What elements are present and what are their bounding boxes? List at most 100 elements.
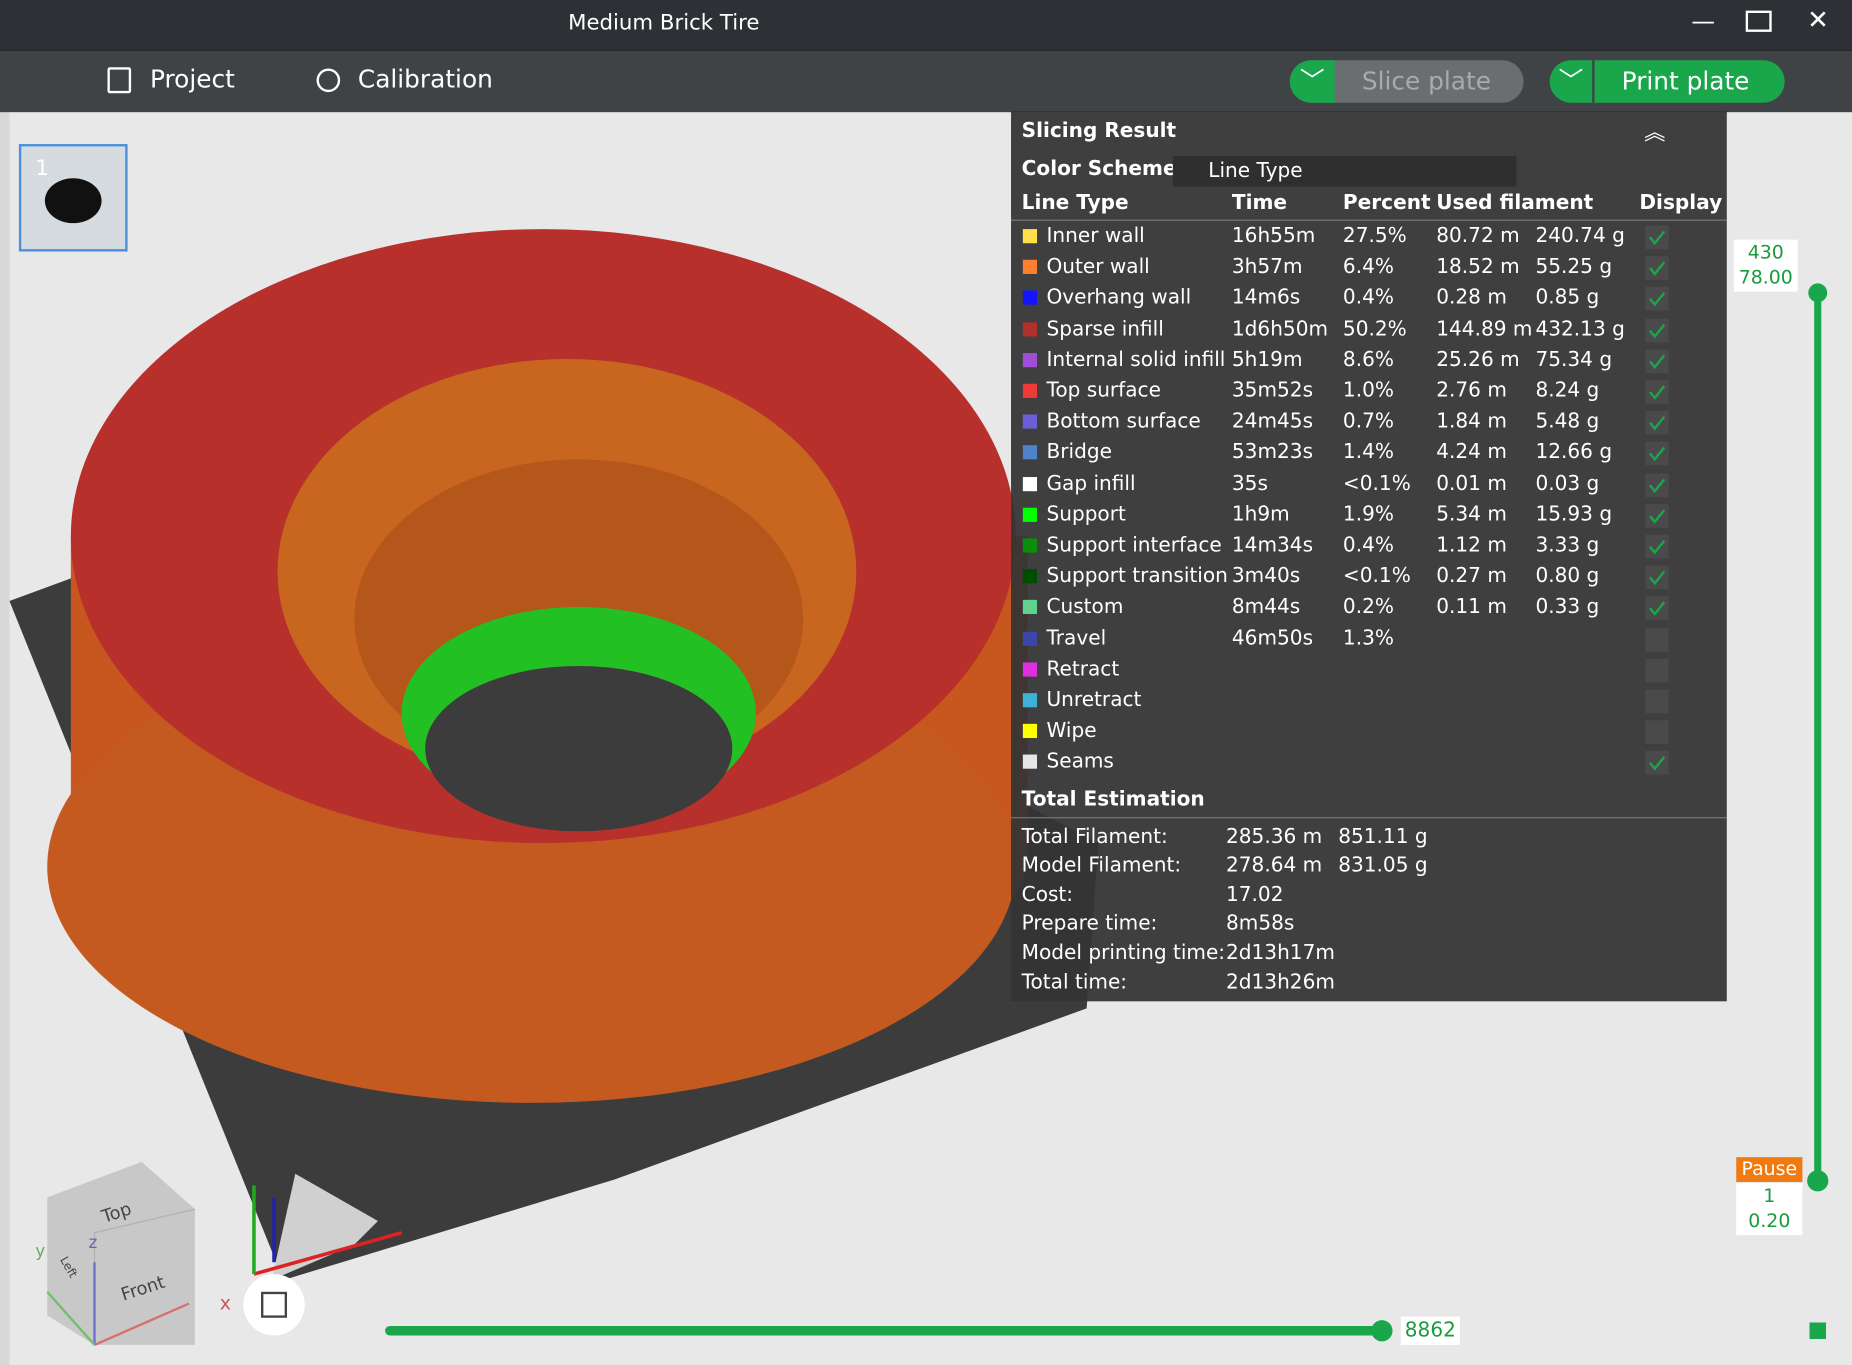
display-checkbox[interactable] (1645, 411, 1669, 435)
calibration-tab[interactable]: Calibration (357, 64, 493, 94)
checkmark (1649, 601, 1666, 617)
move-slider-handle[interactable] (1371, 1320, 1393, 1342)
color-swatch (1022, 569, 1038, 584)
column-header: Used filament (1436, 191, 1594, 215)
line-type-name: Support interface (1046, 533, 1222, 558)
column-header: Percent (1342, 191, 1431, 215)
row-weight: 5.48 g (1535, 409, 1600, 434)
bottom-layer-number: 1 (1763, 1184, 1776, 1207)
line-type-name: Seams (1046, 750, 1114, 774)
display-checkbox[interactable] (1645, 565, 1669, 590)
color-swatch (1022, 600, 1038, 615)
print-plate-button[interactable]: ﹀ Print plate (1549, 60, 1785, 103)
checkmark (1649, 756, 1666, 772)
row-weight: 8.24 g (1535, 379, 1600, 403)
view-reset-icon (261, 1291, 288, 1318)
row-weight: 0.80 g (1535, 564, 1600, 589)
row-time: 46m50s (1231, 626, 1314, 651)
layer-slider-bottom-handle[interactable] (1807, 1170, 1829, 1192)
line-type-name: Custom (1046, 595, 1124, 620)
row-percent: <0.1% (1342, 471, 1411, 496)
display-checkbox[interactable] (1645, 473, 1669, 497)
total-value: 2d13h17m (1226, 941, 1335, 965)
display-checkbox[interactable] (1645, 225, 1669, 250)
display-checkbox[interactable] (1645, 627, 1669, 652)
line-type-name: Bottom surface (1046, 409, 1201, 434)
row-percent: 8.6% (1342, 348, 1394, 372)
display-checkbox[interactable] (1645, 380, 1669, 404)
pause-label[interactable]: Pause (1736, 1157, 1803, 1182)
row-weight: 75.34 g (1535, 348, 1613, 372)
row-weight: 15.93 g (1535, 502, 1613, 527)
line-type-name: Overhang wall (1046, 286, 1192, 310)
total-value: 851.11 g (1338, 824, 1428, 849)
checkmark (1649, 509, 1666, 524)
row-length: 1.12 m (1436, 533, 1507, 558)
display-checkbox[interactable] (1645, 442, 1669, 466)
display-checkbox[interactable] (1645, 287, 1669, 312)
row-weight: 432.13 g (1535, 317, 1625, 341)
project-icon (107, 67, 132, 94)
cube-label-z: z (88, 1233, 98, 1253)
total-value: 831.05 g (1338, 853, 1428, 878)
row-percent: 1.9% (1342, 502, 1394, 527)
slice-plate-button[interactable]: ﹀ Slice plate (1289, 60, 1524, 103)
slice-dropdown[interactable]: ﹀ (1289, 60, 1335, 103)
print-dropdown[interactable]: ﹀ (1550, 60, 1595, 103)
line-type-name: Unretract (1046, 688, 1142, 713)
checkmark (1649, 292, 1666, 307)
minimize-button[interactable]: — (1691, 7, 1715, 36)
total-value: 17.02 (1226, 882, 1284, 907)
checkmark-stroke (1649, 540, 1666, 555)
close-button[interactable]: ✕ (1807, 5, 1829, 36)
project-tab[interactable]: Project (150, 64, 235, 94)
plate-thumbnail[interactable]: 1 (18, 144, 128, 252)
row-length: 5.34 m (1436, 502, 1507, 527)
checkmark (1649, 478, 1666, 493)
checkmark (1649, 261, 1666, 277)
display-checkbox[interactable] (1645, 349, 1669, 373)
restore-button[interactable] (1745, 10, 1772, 32)
row-weight: 12.66 g (1535, 440, 1613, 465)
display-checkbox[interactable] (1645, 256, 1669, 281)
move-slider-label: 8862 (1400, 1316, 1460, 1345)
total-label: Cost: (1021, 882, 1074, 907)
collapse-button[interactable]: ︽ (1644, 120, 1666, 146)
layers-icon[interactable] (1809, 1322, 1827, 1340)
row-time: 5h19m (1231, 348, 1303, 372)
total-label: Model Filament: (1021, 853, 1182, 878)
column-header: Time (1231, 191, 1288, 215)
view-reset-button[interactable] (243, 1274, 305, 1336)
display-checkbox[interactable] (1645, 534, 1669, 559)
color-scheme-dropdown[interactable]: Line Type (1172, 155, 1517, 187)
display-checkbox[interactable] (1645, 318, 1669, 342)
total-estimation-title: Total Estimation (1021, 787, 1205, 811)
checkmark (1649, 385, 1666, 400)
row-percent: 0.4% (1342, 286, 1394, 310)
slicing-result-panel: Slicing Result ︽ Color Scheme Line Type Line… (1011, 110, 1727, 1002)
plate-corner (271, 1173, 378, 1280)
total-divider (1011, 816, 1727, 818)
color-swatch (1022, 352, 1038, 367)
row-time: 24m45s (1231, 409, 1314, 434)
cube-y-axis (46, 1291, 96, 1346)
display-checkbox[interactable] (1645, 596, 1669, 621)
checkmark-stroke (1649, 261, 1666, 277)
display-checkbox[interactable] (1645, 658, 1669, 683)
layer-slider-top-handle[interactable] (1808, 283, 1828, 303)
display-checkbox[interactable] (1645, 689, 1669, 714)
tire-hole-floor (425, 665, 733, 832)
color-swatch (1022, 229, 1038, 244)
display-checkbox[interactable] (1645, 503, 1669, 528)
checkmark-stroke (1649, 509, 1666, 524)
line-type-name: Travel (1046, 626, 1107, 651)
row-weight: 0.85 g (1535, 286, 1600, 310)
row-time: 3m40s (1231, 564, 1301, 589)
row-percent: 1.4% (1342, 440, 1394, 465)
total-value: 2d13h26m (1226, 970, 1335, 994)
row-length: 18.52 m (1436, 255, 1520, 279)
display-checkbox[interactable] (1645, 751, 1669, 776)
display-checkbox[interactable] (1645, 720, 1669, 745)
left-edge (0, 110, 10, 1365)
total-label: Total time: (1021, 970, 1128, 994)
